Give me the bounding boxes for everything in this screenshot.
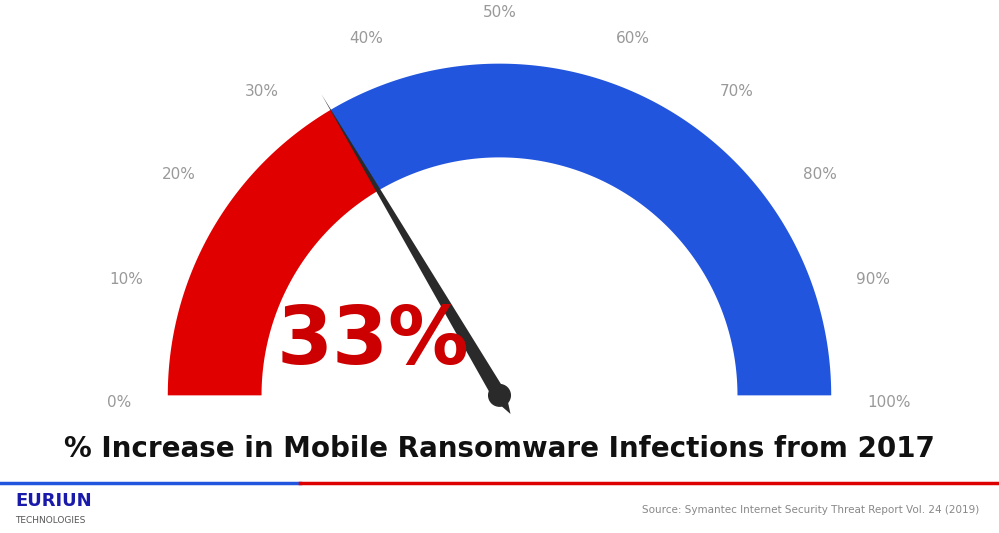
Text: 30%: 30% bbox=[245, 85, 279, 100]
Text: 60%: 60% bbox=[615, 31, 649, 46]
Text: 40%: 40% bbox=[350, 31, 384, 46]
Polygon shape bbox=[322, 94, 510, 414]
Text: 33%: 33% bbox=[277, 303, 470, 381]
Text: 20%: 20% bbox=[162, 167, 196, 182]
Text: 90%: 90% bbox=[856, 272, 890, 287]
Text: 70%: 70% bbox=[720, 85, 754, 100]
Text: 80%: 80% bbox=[803, 167, 837, 182]
Text: TECHNOLOGIES: TECHNOLOGIES bbox=[15, 516, 85, 525]
Polygon shape bbox=[168, 110, 379, 395]
Text: 0%: 0% bbox=[108, 395, 132, 410]
Text: Source: Symantec Internet Security Threat Report Vol. 24 (2019): Source: Symantec Internet Security Threa… bbox=[641, 505, 979, 515]
Circle shape bbox=[489, 384, 510, 406]
Polygon shape bbox=[331, 63, 831, 395]
Text: 50%: 50% bbox=[483, 5, 516, 20]
Text: 100%: 100% bbox=[867, 395, 911, 410]
Text: 10%: 10% bbox=[109, 272, 143, 287]
Text: EURIUN: EURIUN bbox=[15, 492, 92, 510]
Text: % Increase in Mobile Ransomware Infections from 2017: % Increase in Mobile Ransomware Infectio… bbox=[64, 434, 935, 463]
